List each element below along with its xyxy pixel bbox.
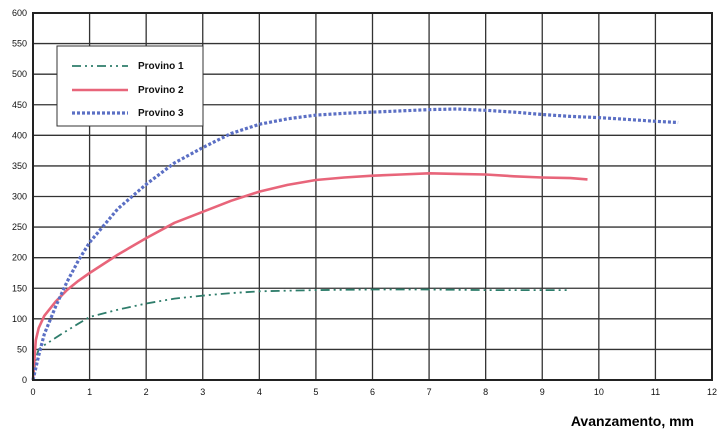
series-line-provino-3 — [33, 109, 678, 380]
x-tick-label: 10 — [594, 387, 604, 397]
x-tick-label: 8 — [483, 387, 488, 397]
y-tick-label: 50 — [17, 344, 27, 354]
legend-label-provino-1: Provino 1 — [138, 61, 184, 72]
y-tick-label: 350 — [12, 161, 27, 171]
y-tick-label: 550 — [12, 39, 27, 49]
x-tick-label: 12 — [707, 387, 717, 397]
y-tick-label: 300 — [12, 192, 27, 202]
legend-label-provino-3: Provino 3 — [138, 108, 184, 119]
x-tick-label: 4 — [257, 387, 262, 397]
y-tick-label: 200 — [12, 253, 27, 263]
x-tick-label: 0 — [30, 387, 35, 397]
y-tick-label: 100 — [12, 314, 27, 324]
x-tick-labels: 0 1 2 3 4 5 6 7 8 9 10 11 12 — [30, 387, 717, 397]
legend: Provino 1 Provino 2 Provino 3 — [57, 46, 203, 126]
y-tick-label: 400 — [12, 130, 27, 140]
x-tick-label: 7 — [427, 387, 432, 397]
x-tick-label: 3 — [200, 387, 205, 397]
x-tick-label: 1 — [87, 387, 92, 397]
y-tick-label: 250 — [12, 222, 27, 232]
x-tick-label: 5 — [313, 387, 318, 397]
x-tick-label: 6 — [370, 387, 375, 397]
x-axis-label: Avanzamento, mm — [571, 413, 694, 429]
y-tick-label: 450 — [12, 100, 27, 110]
y-tick-label: 150 — [12, 283, 27, 293]
y-tick-labels: 0 50 100 150 200 250 300 350 400 450 500 550 600 — [12, 8, 27, 385]
y-tick-label: 0 — [22, 375, 27, 385]
x-tick-label: 9 — [540, 387, 545, 397]
legend-label-provino-2: Provino 2 — [138, 85, 184, 96]
y-tick-label: 600 — [12, 8, 27, 18]
x-tick-label: 11 — [651, 387, 660, 397]
series-layer — [33, 109, 678, 380]
series-line-provino-1 — [33, 290, 571, 381]
y-tick-label: 500 — [12, 69, 27, 79]
x-tick-label: 2 — [144, 387, 149, 397]
